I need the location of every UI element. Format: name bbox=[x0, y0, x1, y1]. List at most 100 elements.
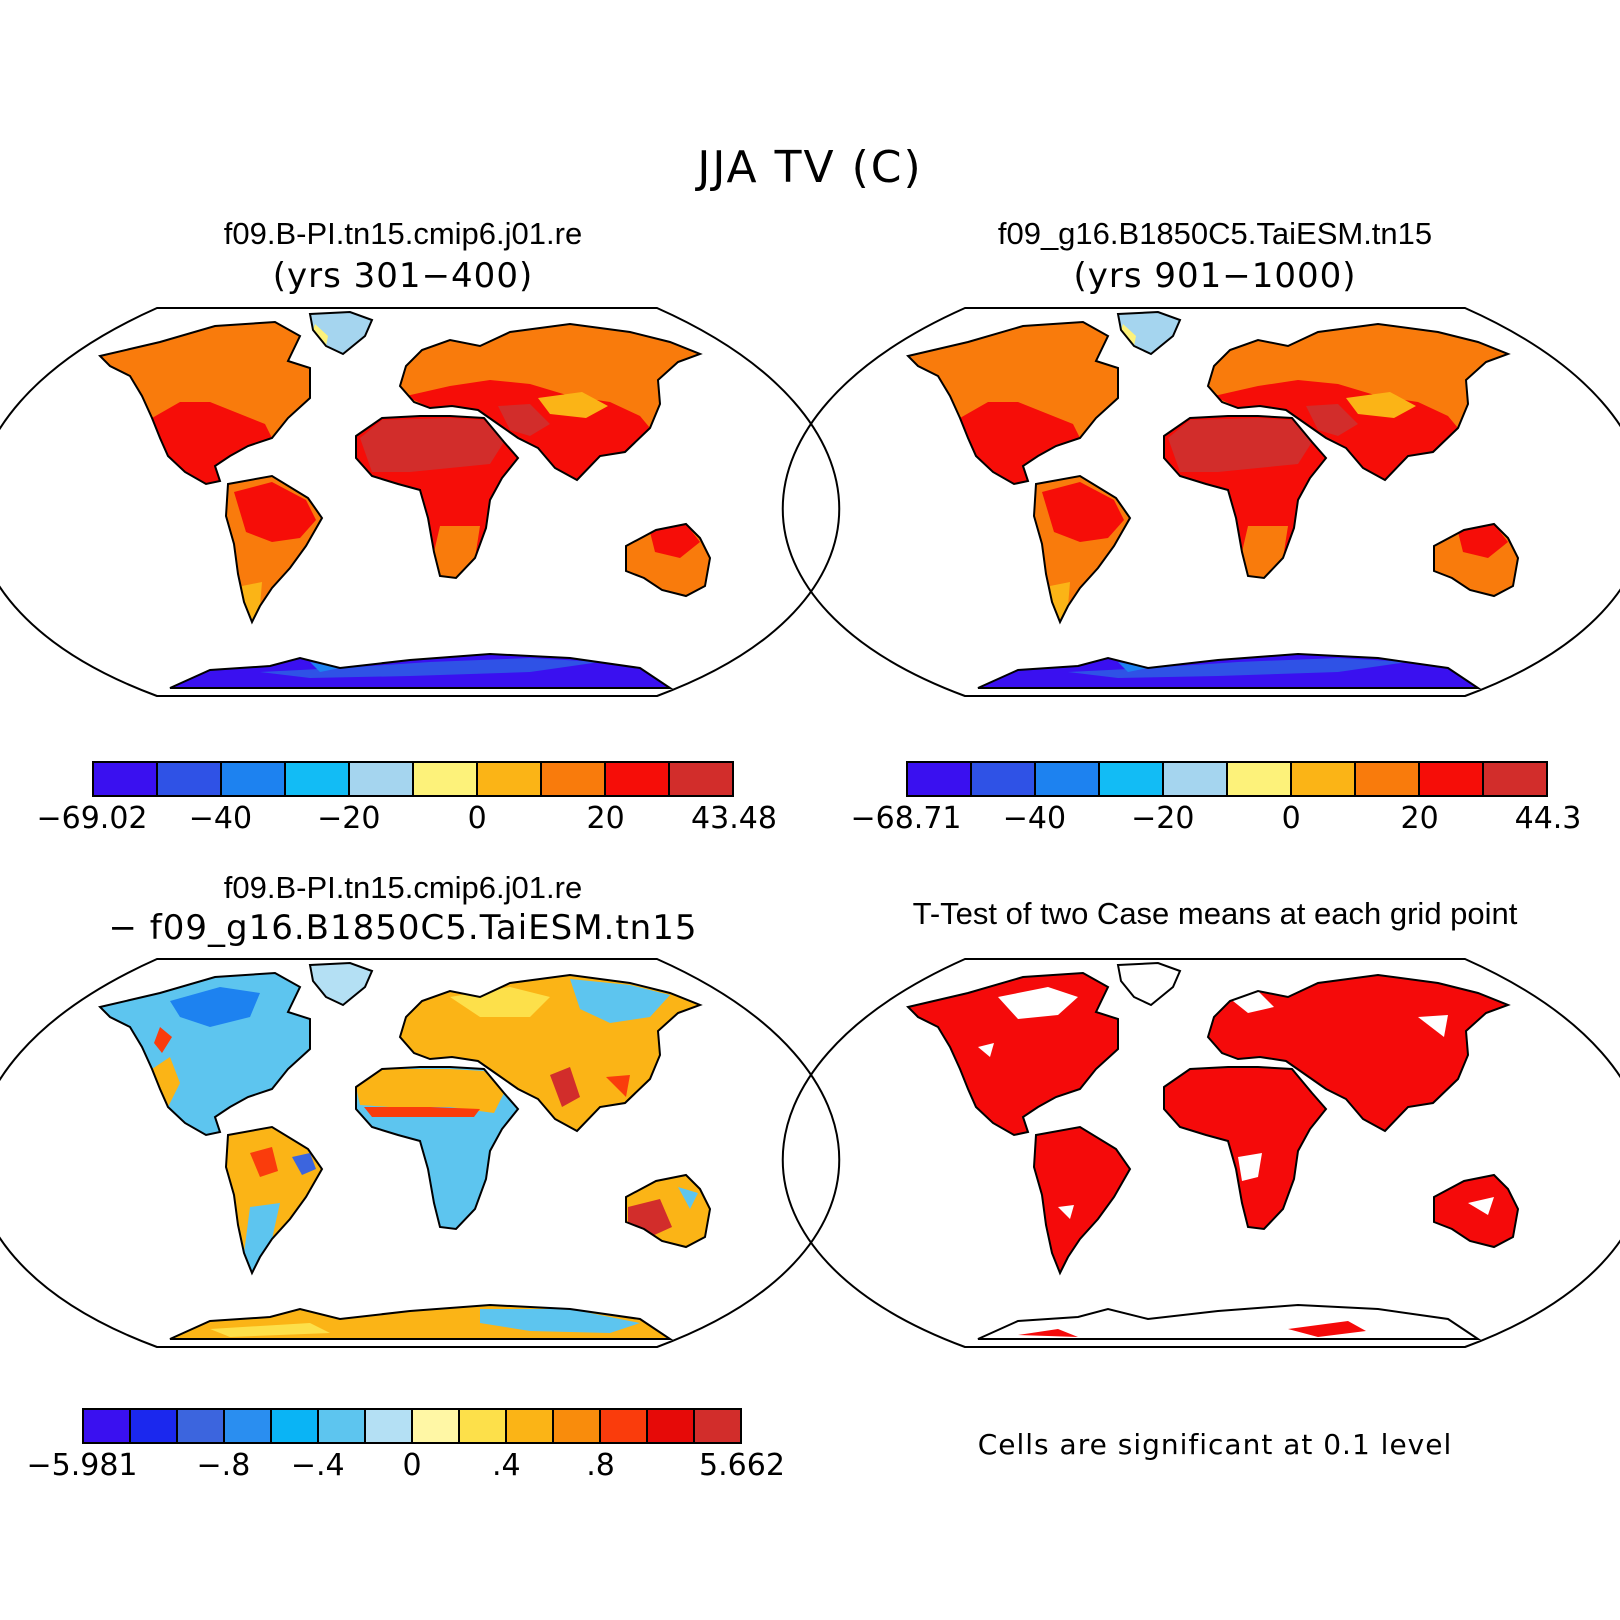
south-america-region bbox=[226, 1127, 322, 1273]
australia-region bbox=[1434, 524, 1518, 596]
colorbar-swatch bbox=[1356, 763, 1420, 795]
map-fill bbox=[1068, 658, 1408, 678]
north-america-region bbox=[908, 973, 1118, 1135]
colorbar-swatch bbox=[178, 1410, 225, 1442]
map-fill bbox=[1164, 1067, 1326, 1229]
colorbar-swatch bbox=[1100, 763, 1164, 795]
map-fill bbox=[978, 1043, 994, 1057]
colorbar-swatch bbox=[1484, 763, 1546, 795]
colorbar-tick-label: 5.662 bbox=[699, 1448, 785, 1483]
panel-3-title: f09.B-PI.tn15.cmip6.j01.re bbox=[223, 870, 583, 905]
coastline bbox=[1116, 310, 1182, 356]
north-america-region bbox=[100, 973, 310, 1135]
coastline bbox=[906, 971, 1119, 1137]
panel-2-subtitle: (yrs 901−1000) bbox=[1073, 256, 1357, 296]
colorbar-swatch bbox=[606, 763, 670, 795]
panel-2-colorbar bbox=[906, 761, 1548, 797]
coastline bbox=[1433, 522, 1520, 598]
colorbar-swatch bbox=[542, 763, 606, 795]
map-fill bbox=[1034, 1127, 1130, 1273]
colorbar-swatch bbox=[460, 1410, 507, 1442]
colorbar-tick-label: −69.02 bbox=[36, 801, 148, 836]
coastline bbox=[1206, 973, 1511, 1133]
coastline bbox=[977, 1303, 1482, 1340]
antarctica-region bbox=[170, 1305, 670, 1339]
colorbar-swatch bbox=[478, 763, 542, 795]
australia-region bbox=[1434, 1175, 1518, 1247]
map-fill bbox=[313, 324, 328, 346]
coastline bbox=[308, 961, 374, 1007]
map-fill bbox=[250, 1147, 278, 1177]
panel-2-title: f09_g16.B1850C5.TaiESM.tn15 bbox=[997, 216, 1433, 251]
panel-3-map bbox=[0, 958, 841, 1348]
map-fill bbox=[1058, 1205, 1074, 1219]
colorbar-tick-label: 44.3 bbox=[1514, 801, 1582, 836]
colorbar-swatch bbox=[1164, 763, 1228, 795]
map-fill bbox=[650, 524, 700, 558]
panel-4-map bbox=[782, 958, 1620, 1348]
map-fill bbox=[498, 404, 550, 436]
colorbar-swatch bbox=[94, 763, 158, 795]
map-fill bbox=[1468, 1197, 1494, 1215]
panel-4-title: T-Test of two Case means at each grid po… bbox=[912, 896, 1518, 931]
coastline bbox=[1032, 1125, 1132, 1276]
map-fill bbox=[260, 658, 600, 678]
map-fill bbox=[310, 662, 340, 672]
colorbar-tick-label: −20 bbox=[317, 801, 381, 836]
africa-region bbox=[1164, 416, 1326, 578]
coastline bbox=[355, 1066, 520, 1231]
eurasia-region bbox=[400, 975, 700, 1131]
coastline bbox=[224, 474, 324, 625]
panel-1-map bbox=[0, 307, 841, 697]
map-fill bbox=[210, 1323, 330, 1337]
coastline bbox=[98, 320, 311, 486]
coastline bbox=[1163, 415, 1328, 580]
map-fill bbox=[1346, 392, 1416, 418]
map-border bbox=[782, 958, 1620, 1348]
map-fill bbox=[1168, 418, 1312, 472]
map-fill bbox=[1418, 1015, 1448, 1037]
map-fill bbox=[152, 1057, 180, 1107]
south-america-region bbox=[1034, 1127, 1130, 1273]
colorbar-tick-label: −68.71 bbox=[850, 801, 962, 836]
colorbar-tick-label: −.4 bbox=[290, 1448, 345, 1483]
map-fill bbox=[154, 1027, 172, 1053]
colorbar-swatch bbox=[286, 763, 350, 795]
panel-2-map bbox=[782, 307, 1620, 697]
map-fill bbox=[1042, 482, 1124, 542]
figure-title: JJA TV (C) bbox=[697, 142, 923, 193]
coastline bbox=[98, 971, 311, 1137]
map-fill bbox=[1306, 404, 1358, 436]
greenland-region bbox=[1118, 312, 1180, 354]
colorbar-swatch bbox=[1292, 763, 1356, 795]
colorbar-swatch bbox=[554, 1410, 601, 1442]
colorbar-tick-label: .8 bbox=[586, 1448, 615, 1483]
coastline bbox=[169, 652, 674, 689]
antarctica-region bbox=[170, 654, 670, 688]
colorbar-swatch bbox=[84, 1410, 131, 1442]
colorbar-swatch bbox=[601, 1410, 648, 1442]
antarctica-region bbox=[978, 1305, 1478, 1339]
panel-3-subtitle: − f09_g16.B1850C5.TaiESM.tn15 bbox=[108, 908, 698, 948]
colorbar-tick-label: −20 bbox=[1131, 801, 1195, 836]
africa-region bbox=[1164, 1067, 1326, 1229]
coastline bbox=[625, 522, 712, 598]
australia-region bbox=[626, 524, 710, 596]
greenland-region bbox=[310, 963, 372, 1005]
africa-region bbox=[356, 416, 518, 578]
panel-1-colorbar-ticks: −69.02 −40 −20 0 20 43.48 bbox=[36, 801, 776, 841]
colorbar-swatch bbox=[350, 763, 414, 795]
map-fill bbox=[1118, 662, 1148, 672]
south-america-region bbox=[226, 476, 322, 622]
antarctica-region bbox=[978, 654, 1478, 688]
map-fill bbox=[1288, 1321, 1366, 1337]
colorbar-swatch bbox=[507, 1410, 554, 1442]
coastline bbox=[977, 652, 1482, 689]
colorbar-swatch bbox=[1036, 763, 1100, 795]
colorbar-tick-label: −5.981 bbox=[26, 1448, 138, 1483]
australia-region bbox=[626, 1175, 710, 1247]
colorbar-swatch bbox=[272, 1410, 319, 1442]
map-fill bbox=[960, 402, 1080, 484]
colorbar-tick-label: −40 bbox=[1002, 801, 1067, 836]
colorbar-swatch bbox=[695, 1410, 740, 1442]
